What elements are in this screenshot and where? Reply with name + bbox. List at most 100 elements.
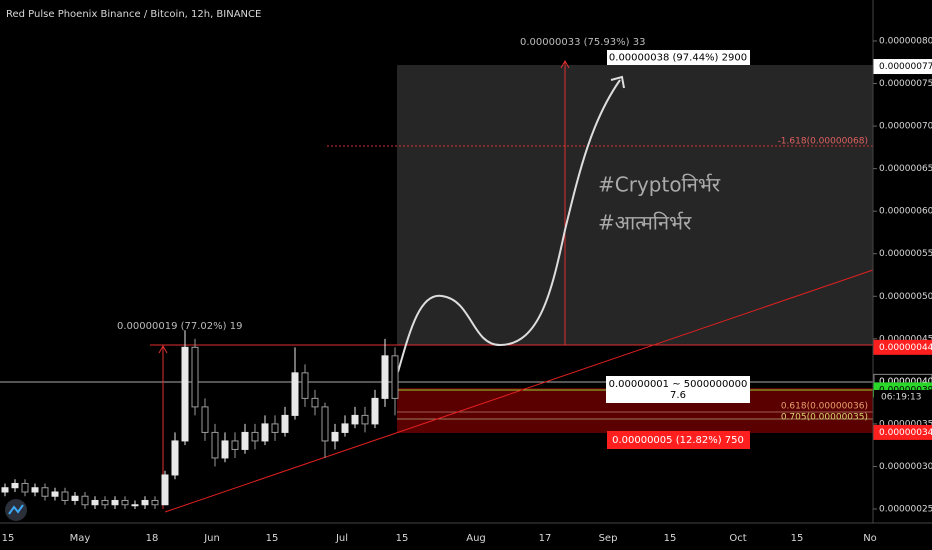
x-tick-label: 15 — [664, 533, 677, 544]
candle-body — [271, 423, 279, 433]
y-tick-label: 0.00000070 — [879, 122, 932, 132]
candle-body — [51, 491, 59, 497]
candle-body — [31, 487, 39, 493]
candle-body — [241, 431, 249, 450]
y-tick-label: 0.00000055 — [879, 249, 932, 259]
candle-body — [331, 431, 339, 442]
candle-body — [371, 397, 379, 425]
chart-title: Red Pulse Phoenix Binance / Bitcoin, 12h… — [6, 9, 261, 20]
fib-label: 0.705(0.00000035) — [781, 413, 868, 423]
candle-body — [351, 414, 359, 425]
x-tick-label: 15 — [791, 533, 804, 544]
candle-body — [261, 423, 269, 442]
price-axis: 0.00000025 0.00000030 0.00000035 0.00000040… — [873, 37, 932, 515]
candle-body — [21, 482, 29, 493]
candle-body — [221, 440, 229, 459]
candle-body — [311, 397, 319, 408]
y-tick-label: 0.00000060 — [879, 207, 932, 217]
candle-body — [41, 487, 49, 497]
projection-curve — [397, 79, 621, 373]
target-box — [607, 50, 750, 65]
y-tick-label: 0.00000025 — [879, 505, 932, 515]
candle-body — [381, 355, 389, 399]
candle-body — [151, 499, 159, 506]
price-marker-label: 0.00000077 — [879, 62, 932, 72]
y-tick-label: 0.00000065 — [879, 164, 932, 174]
x-tick-label: Jul — [335, 533, 348, 544]
candle-body — [101, 499, 109, 506]
candle-body — [281, 414, 289, 433]
x-tick-label: 15 — [266, 533, 279, 544]
candle-body — [211, 431, 219, 459]
candle-body — [71, 495, 79, 501]
candle-body — [301, 372, 309, 399]
x-tick-label: Aug — [466, 533, 486, 544]
countdown: 06:19:13 — [881, 393, 921, 403]
price-marker-label: 0.00000040 — [879, 377, 932, 387]
fib-label: 0.618(0.00000036) — [781, 402, 868, 412]
candle-body — [191, 346, 199, 408]
candles — [1, 330, 399, 509]
candle-body — [391, 355, 399, 399]
candle-body — [181, 346, 189, 442]
price-marker-label: 0.00000034 — [879, 428, 932, 438]
candle-body — [361, 414, 369, 425]
target-label: 0.00000038 (97.44%) 2900 — [609, 53, 747, 64]
range-label: 0.00000001 ~ 5000000000 — [609, 379, 748, 390]
loss-label: 0.00000005 (12.82%) 750 — [612, 435, 744, 446]
candle-body — [251, 431, 259, 442]
x-tick-label: May — [70, 533, 91, 544]
measure-label: 0.00000019 (77.02%) 19 — [117, 321, 242, 332]
countdown-box — [874, 390, 932, 404]
x-tick-label: Jun — [203, 533, 220, 544]
price-marker — [873, 424, 932, 440]
measure-label: 0.00000033 (75.93%) 33 — [520, 37, 645, 48]
candle-body — [121, 499, 129, 506]
range-label: 7.6 — [670, 390, 686, 401]
candle-body — [141, 499, 149, 506]
candle-body — [171, 440, 179, 476]
x-tick-label: 15 — [396, 533, 409, 544]
candle-body — [131, 504, 139, 507]
candle-body — [91, 499, 99, 506]
candle-body — [1, 487, 9, 493]
range-box — [606, 376, 750, 403]
x-tick-label: 17 — [539, 533, 552, 544]
loss-box — [607, 431, 750, 449]
candle-body — [11, 482, 19, 489]
arrow-head — [158, 344, 168, 354]
trend-line — [164, 269, 874, 513]
projection-box — [397, 65, 873, 345]
candle-body — [111, 499, 119, 506]
x-tick-label: 18 — [146, 533, 159, 544]
candle-body — [291, 372, 299, 416]
y-tick-label: 0.00000080 — [879, 37, 932, 47]
time-axis: 15 May 18 Jun 15 Jul 15 Aug 17 Sep 15 Oct 15 No — [2, 533, 877, 544]
y-tick-label: 0.00000050 — [879, 292, 932, 302]
x-tick-label: Sep — [599, 533, 618, 544]
candle-body — [201, 406, 209, 433]
hashtag: #Cryptoनिर्भर — [598, 173, 721, 197]
candle-body — [321, 406, 329, 442]
y-tick-label: 0.00000045 — [879, 334, 932, 344]
candle-body — [231, 440, 239, 450]
x-tick-label: No — [863, 533, 877, 544]
logo-mark — [8, 504, 24, 515]
x-tick-label: 15 — [2, 533, 15, 544]
candle-body — [341, 423, 349, 433]
price-marker — [873, 339, 932, 355]
arrow-head — [610, 75, 625, 89]
y-tick-label: 0.00000075 — [879, 79, 932, 89]
x-tick-label: Oct — [729, 533, 746, 544]
y-tick-label: 0.00000035 — [879, 419, 932, 429]
price-marker-label: 0.00000044 — [879, 343, 932, 353]
arrow-head — [560, 59, 570, 69]
y-tick-label: 0.00000030 — [879, 462, 932, 472]
fib-label: -1.618(0.00000068) — [778, 137, 868, 147]
price-marker — [873, 59, 932, 75]
candle-body — [161, 474, 169, 506]
hashtag: #आत्मनिर्भर — [598, 211, 692, 235]
candle-body — [81, 495, 89, 506]
candle-body — [61, 491, 69, 501]
